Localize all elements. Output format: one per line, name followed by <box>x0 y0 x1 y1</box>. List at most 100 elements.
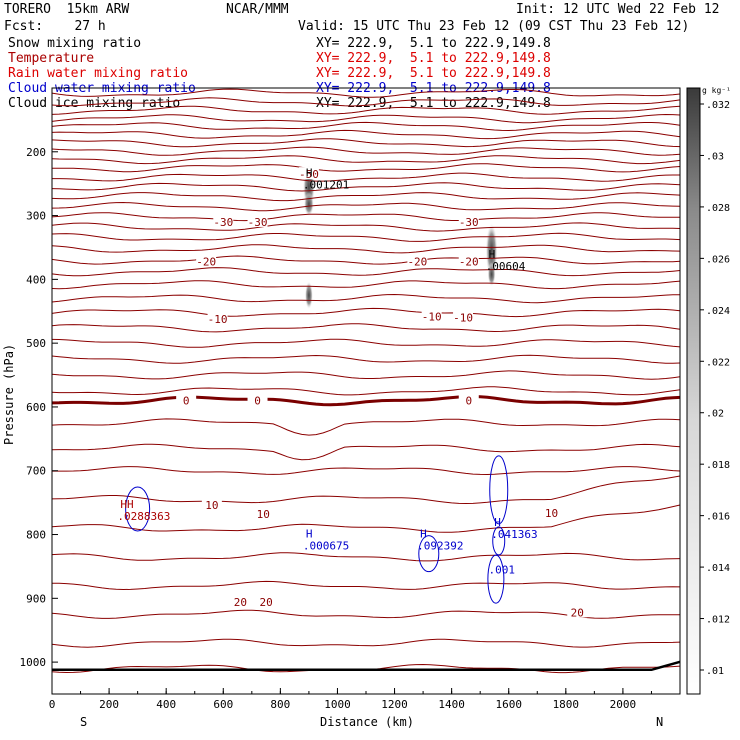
temperature-label-bg <box>201 498 222 511</box>
colorbar-tick-label: .012 <box>706 615 730 626</box>
temperature-isotherm <box>51 338 681 348</box>
temperature-label: 0 <box>183 395 190 408</box>
temperature-label: -30 <box>213 216 233 229</box>
temperature-isotherm <box>51 307 681 318</box>
maximum-marker: H <box>306 527 313 540</box>
temperature-label: 10 <box>545 507 558 520</box>
temperature-isotherm <box>51 443 681 461</box>
temperature-isotherm <box>51 267 681 277</box>
temperature-label-bg <box>407 254 428 267</box>
temperature-isotherm <box>51 504 681 533</box>
temperature-label-bg <box>298 167 319 180</box>
colorbar-tick-label: .016 <box>706 512 730 523</box>
x-tick-label: 200 <box>99 698 119 711</box>
temperature-label: 10 <box>257 508 270 521</box>
colorbar-tick-label: .02 <box>706 409 724 420</box>
temperature-isotherm <box>51 105 681 115</box>
cloud-water-contours <box>125 455 509 604</box>
x-tick-label: 1200 <box>381 698 408 711</box>
temperature-isotherm <box>52 163 681 173</box>
field-xy-temperature: XY= 222.9, 5.1 to 222.9,149.8 <box>316 51 551 66</box>
temperature-label: -30 <box>459 216 479 229</box>
temperature-label-bg <box>176 393 197 406</box>
contour-labels: -50 -30 -30 -30 -20 -20 -20 -10 -10 -10 0 0 0 10 10 10 2… <box>117 166 588 619</box>
temperature-label: -50 <box>299 168 319 181</box>
temperature-label: 0 <box>254 395 261 408</box>
temperature-isotherm <box>51 97 681 107</box>
colorbar-tick-label: .014 <box>706 563 730 574</box>
y-tick-label: 400 <box>26 273 46 286</box>
y-tick-label: 800 <box>26 529 46 542</box>
temperature-label: 0 <box>465 395 472 408</box>
temperature-isotherm <box>51 113 681 124</box>
temperature-label-bg <box>458 393 479 406</box>
temperature-label-bg <box>256 595 277 608</box>
temperature-label: -30 <box>248 216 268 229</box>
field-name-rain: Rain water mixing ratio <box>8 66 189 81</box>
field-name-temperature: Temperature <box>8 51 95 66</box>
temperature-label: -20 <box>407 256 427 269</box>
temperature-isotherm <box>51 354 681 364</box>
colorbar-tick-label: .028 <box>706 203 730 214</box>
x-tick-label: 1000 <box>324 698 351 711</box>
colorbar-scale <box>686 87 701 695</box>
x-tick-label: 600 <box>213 698 233 711</box>
temperature-label: -10 <box>422 310 442 323</box>
temperature-isotherm <box>51 418 681 436</box>
temperature-label-bg <box>207 311 228 324</box>
org-label: NCAR/MMM <box>226 2 289 17</box>
temperature-isotherm <box>52 172 680 182</box>
temperature-isotherm <box>51 146 681 156</box>
temperature-isotherm <box>52 466 681 476</box>
temperature-isotherm <box>51 121 681 132</box>
maximum-marker: H <box>489 248 496 261</box>
init-time: Init: 12 UTC Wed 22 Feb 12 <box>516 2 720 17</box>
temperature-label: -10 <box>208 313 228 326</box>
temperature-isotherm <box>51 182 681 192</box>
y-tick-label: 700 <box>26 465 46 478</box>
temperature-contours <box>51 88 681 674</box>
temperature-isotherm <box>51 129 681 140</box>
maximum-value: .0288363 <box>117 510 170 523</box>
maximum-value: .001201 <box>303 178 349 191</box>
maximum-value: .00604 <box>486 260 526 273</box>
valid-time: Valid: 15 UTC Thu 23 Feb 12 (09 CST Thu … <box>298 19 690 34</box>
model-title: TORERO 15km ARW <box>4 2 130 17</box>
field-xy-rain: XY= 222.9, 5.1 to 222.9,149.8 <box>316 66 551 81</box>
maximum-value: .001 <box>488 564 515 577</box>
temperature-isotherm <box>51 192 681 202</box>
snow-shading-blob <box>487 262 496 287</box>
temperature-isotherm <box>51 222 681 232</box>
snow-shading-blob <box>304 281 313 310</box>
colorbar-unit: g kg⁻¹ <box>702 86 731 95</box>
x-tick-label: 1800 <box>553 698 580 711</box>
field-name-snow: Snow mixing ratio <box>8 36 142 51</box>
temperature-isotherm <box>51 232 681 242</box>
temperature-label-bg <box>453 310 474 323</box>
temperature-label-bg <box>458 214 479 227</box>
temperature-isotherm <box>51 386 681 396</box>
temperature-isotherm <box>51 394 681 407</box>
axes: 0 200 400 600 800 1000 1200 1400 1600 1800 2000200… <box>20 146 681 711</box>
x-tick-label: 1400 <box>438 698 465 711</box>
y-tick-label: 200 <box>26 146 46 159</box>
y-tick-label: 900 <box>26 592 46 605</box>
maximum-value: .041363 <box>491 528 537 541</box>
colorbar-tick-label: .018 <box>706 460 730 471</box>
colorbar-tick-label: .024 <box>706 306 730 317</box>
temperature-label: -10 <box>453 312 473 325</box>
temperature-isotherm <box>51 475 681 505</box>
cloud-water-contour <box>418 535 440 573</box>
temperature-label-bg <box>541 505 562 518</box>
field-xy-snow: XY= 222.9, 5.1 to 222.9,149.8 <box>316 36 551 51</box>
colorbar-tick-label: .01 <box>706 666 724 677</box>
y-tick-label: 500 <box>26 337 46 350</box>
temperature-label: 20 <box>234 596 247 609</box>
temperature-isotherm <box>51 88 681 98</box>
cloud-water-contour <box>125 486 151 532</box>
x-tick-label: 400 <box>156 698 176 711</box>
temperature-label-bg <box>196 254 217 267</box>
y-tick-label: 300 <box>26 210 46 223</box>
temperature-isotherm <box>51 293 680 304</box>
snow-shading-blob <box>303 192 314 217</box>
